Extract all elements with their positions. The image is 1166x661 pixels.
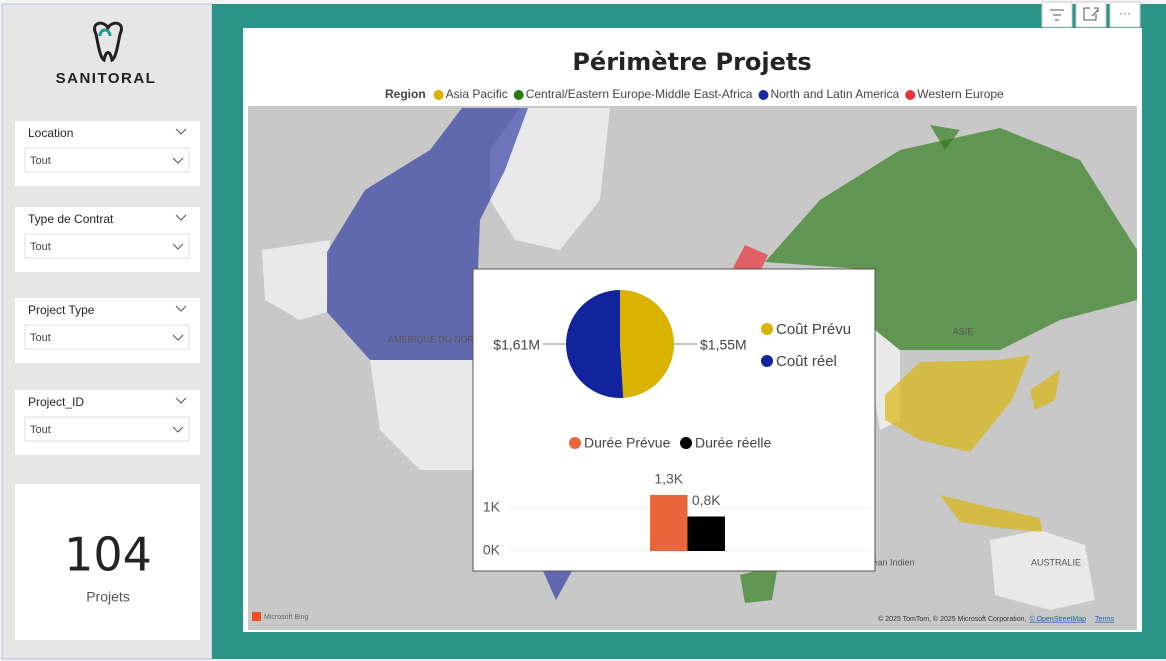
pie-slice	[620, 290, 674, 398]
place-label: ASIE	[953, 326, 974, 336]
chevron	[175, 397, 187, 404]
legend-dot	[758, 90, 769, 100]
y-tick-label: 0K	[483, 542, 501, 558]
pie-value-label: $1,61M	[493, 337, 540, 353]
bar	[650, 494, 688, 551]
map-title: Périmètre Projets	[572, 48, 811, 76]
pie-slice	[565, 290, 624, 399]
region-shape	[940, 495, 1042, 532]
legend-label: Western Europe	[917, 87, 1004, 101]
bar	[687, 516, 725, 551]
bar-value-label: 1,3K	[654, 471, 683, 487]
region-shape	[765, 128, 1137, 350]
kpi-card	[15, 484, 200, 640]
chevron	[175, 305, 187, 312]
filter-label: Type de Contrat	[28, 212, 114, 226]
region-shape	[733, 245, 768, 272]
region-shape	[327, 108, 528, 360]
pie-value-label: $1,55M	[700, 337, 747, 353]
kpi-value: 104	[64, 528, 152, 582]
legend-label: North and Latin America	[770, 87, 899, 101]
legend-dot	[513, 90, 524, 100]
logo-icon	[93, 21, 123, 63]
credits: © 2025 TomTom, © 2025 Microsoft Corporat…	[878, 615, 1026, 623]
y-tick-label: 1K	[483, 499, 501, 515]
overlay: $1,55M Coût Prévu $1,61M Coût réel 0K 1K Durée…	[472, 268, 876, 572]
legend-label: Coût Prévu	[776, 321, 851, 338]
region-shape	[543, 571, 572, 600]
chevron	[172, 243, 184, 250]
land	[990, 530, 1095, 610]
filter-dropdown[interactable]	[24, 147, 190, 173]
osm-link[interactable]: © OpenStreetMap	[1029, 615, 1086, 623]
region-shape	[740, 565, 778, 603]
filter-label: Location	[28, 126, 73, 140]
place-label: AUSTRALIE	[1031, 557, 1081, 567]
chevron	[175, 214, 187, 221]
land	[370, 360, 475, 470]
legend-dot	[433, 90, 444, 100]
map-layer: AMÉRIQUE DU NORD ASIE AUSTRALIE Océan Indie…	[252, 108, 1137, 623]
region-shape	[930, 125, 960, 150]
logo-text: SANITORAL	[56, 70, 157, 87]
legend-dot	[680, 437, 692, 449]
place-label: Océan Indien	[861, 557, 915, 567]
filter-dropdown[interactable]	[24, 233, 190, 259]
attribution: Microsoft Bing	[264, 614, 308, 621]
legend-dot	[905, 90, 916, 100]
filter-dropdown[interactable]	[24, 416, 190, 442]
legend-label: Durée Prévue	[584, 435, 671, 451]
more-icon: ···	[1119, 6, 1131, 20]
chevron	[172, 426, 184, 433]
legend-label: Coût réel	[776, 353, 837, 370]
filter-label: Project Type	[28, 303, 95, 317]
chevron	[172, 157, 184, 164]
region-shape	[885, 355, 1030, 452]
kpi-label: Projets	[86, 589, 130, 605]
legend-dot	[761, 355, 773, 367]
filter-dropdown[interactable]	[24, 324, 190, 350]
focus-button[interactable]	[1075, 1, 1107, 28]
filter-label: Project_ID	[28, 395, 84, 409]
filter-value: Tout	[30, 424, 51, 436]
terms-link[interactable]: Terms	[1095, 616, 1115, 623]
legend-label: Durée réelle	[695, 435, 771, 451]
visual-header[interactable]: ···	[1041, 1, 1141, 28]
filter-icon	[1050, 9, 1064, 21]
filter-value: Tout	[30, 332, 51, 344]
chevron	[175, 128, 187, 135]
chevron	[172, 334, 184, 341]
focus-icon	[1083, 7, 1099, 21]
legend-title: Region	[385, 87, 426, 101]
filter-value: Tout	[30, 241, 51, 253]
place-label: AMÉRIQUE DU NORD	[388, 334, 481, 344]
legend-label: Asia Pacific	[446, 87, 508, 101]
land	[262, 240, 330, 320]
legend-dot	[761, 323, 773, 335]
filter-value: Tout	[30, 155, 51, 167]
legend-dot	[569, 437, 581, 449]
bar-value-label: 0,8K	[692, 492, 721, 508]
more-button[interactable]	[1109, 1, 1141, 28]
land	[490, 108, 610, 250]
legend-label: Central/Eastern Europe-Middle East-Afric…	[526, 87, 753, 101]
region-shape	[1030, 370, 1060, 410]
bing-logo	[252, 612, 261, 621]
